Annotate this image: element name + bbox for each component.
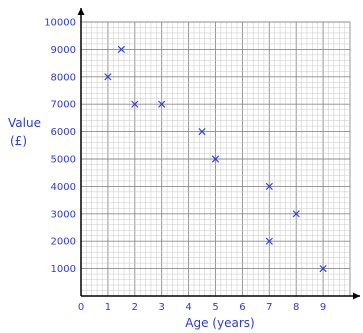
- data-point-stroke: [265, 237, 273, 245]
- y-tick-label: 6000: [51, 127, 76, 138]
- y-axis-arrow: [77, 8, 85, 15]
- x-tick-label: 2: [132, 302, 138, 313]
- x-tick-label: 0: [78, 302, 84, 313]
- x-tick-label: 6: [239, 302, 245, 313]
- data-point-stroke: [292, 210, 300, 218]
- data-point: [292, 210, 300, 218]
- x-tick-label: 5: [212, 302, 218, 313]
- y-tick-label: 5000: [51, 155, 76, 166]
- x-axis-title: Age (years): [185, 316, 254, 330]
- y-axis-title-line2: (£): [10, 134, 27, 148]
- data-point: [265, 182, 273, 190]
- x-tick-label: 4: [185, 302, 191, 313]
- y-tick-label: 10000: [44, 18, 76, 29]
- data-point: [158, 100, 166, 108]
- y-tick-label: 2000: [51, 237, 76, 248]
- data-point: [131, 100, 139, 108]
- x-tick-label: 9: [320, 302, 326, 313]
- data-point: [265, 237, 273, 245]
- y-tick-label: 4000: [51, 182, 76, 193]
- y-tick-label: 7000: [51, 100, 76, 111]
- data-point: [104, 73, 112, 81]
- x-tick-label: 8: [293, 302, 299, 313]
- data-point-stroke: [198, 128, 206, 136]
- grid: [80, 21, 351, 297]
- data-point-stroke: [117, 45, 125, 53]
- data-point-stroke: [158, 100, 166, 108]
- data-point-stroke: [319, 265, 327, 273]
- tick-labels: 0 1 2 3 4 5 6 7 8 9 1000 2000 3000 4000 5000 6000 7000 80…: [44, 18, 326, 314]
- y-tick-label: 8000: [51, 72, 76, 83]
- data-point: [319, 265, 327, 273]
- data-point: [117, 45, 125, 53]
- y-axis-title-line1: Value: [8, 116, 41, 130]
- y-tick-label: 9000: [51, 45, 76, 56]
- data-point-stroke: [265, 182, 273, 190]
- y-tick-label: 3000: [51, 209, 76, 220]
- x-tick-label: 7: [266, 302, 272, 313]
- data-point: [198, 128, 206, 136]
- x-axis-arrow: [353, 292, 360, 300]
- data-point-stroke: [104, 73, 112, 81]
- data-point-stroke: [211, 155, 220, 163]
- axes: [77, 8, 360, 300]
- data-point: [211, 155, 220, 163]
- y-tick-label: 1000: [51, 264, 76, 275]
- x-tick-label: 1: [105, 302, 111, 313]
- data-points: [104, 45, 327, 273]
- data-point-stroke: [131, 100, 139, 108]
- x-tick-label: 3: [159, 302, 165, 313]
